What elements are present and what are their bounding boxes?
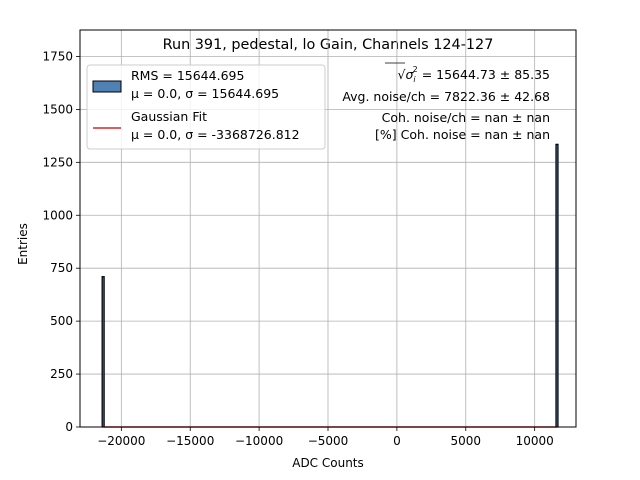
annotation-line-4: [%] Coh. noise = nan ± nan — [375, 127, 550, 142]
annotation-line-3: Coh. noise/ch = nan ± nan — [382, 110, 550, 125]
y-tick-label: 1000 — [42, 208, 73, 222]
y-axis-label: Entries — [16, 223, 30, 265]
x-axis-label: ADC Counts — [292, 456, 364, 470]
x-tick-label: −15000 — [166, 434, 214, 448]
y-tick-label: 1250 — [42, 155, 73, 169]
y-tick-label: 0 — [65, 420, 73, 434]
y-tick-label: 750 — [50, 261, 73, 275]
histogram-bar — [101, 276, 105, 428]
legend-swatch-histogram — [92, 80, 122, 93]
histogram-bar — [555, 143, 559, 428]
x-tick-label: −5000 — [308, 434, 349, 448]
x-axis: −20000 −15000 −10000 −5000 0 5000 10000 — [97, 427, 554, 448]
x-tick-label: 5000 — [451, 434, 482, 448]
x-tick-label: −20000 — [97, 434, 145, 448]
plot-series — [101, 143, 559, 428]
y-tick-label: 1750 — [42, 49, 73, 63]
annotation-line-2: Avg. noise/ch = 7822.36 ± 42.68 — [342, 89, 550, 104]
legend-label-histogram: RMS = 15644.695 — [131, 68, 244, 83]
y-axis: 0 250 500 750 1000 1250 1500 1750 — [42, 49, 80, 434]
legend-sublabel-fit: μ = 0.0, σ = -3368726.812 — [131, 127, 300, 142]
y-tick-label: 1500 — [42, 102, 73, 116]
x-tick-label: 10000 — [516, 434, 554, 448]
noise-annotations: √σi2 = 15644.73 ± 85.35 Avg. noise/ch = … — [342, 62, 550, 142]
y-tick-label: 500 — [50, 314, 73, 328]
x-tick-label: −10000 — [235, 434, 283, 448]
grid-lines — [80, 30, 576, 428]
legend: RMS = 15644.695 μ = 0.0, σ = 15644.695 G… — [86, 64, 326, 150]
legend-frame — [86, 64, 326, 150]
y-tick-label: 250 — [50, 367, 73, 381]
legend-label-fit: Gaussian Fit — [131, 109, 207, 124]
x-tick-label: 0 — [393, 434, 401, 448]
legend-sublabel-histogram: μ = 0.0, σ = 15644.695 — [131, 86, 279, 101]
annotation-line-1: √σi2 = 15644.73 ± 85.35 — [397, 65, 550, 84]
